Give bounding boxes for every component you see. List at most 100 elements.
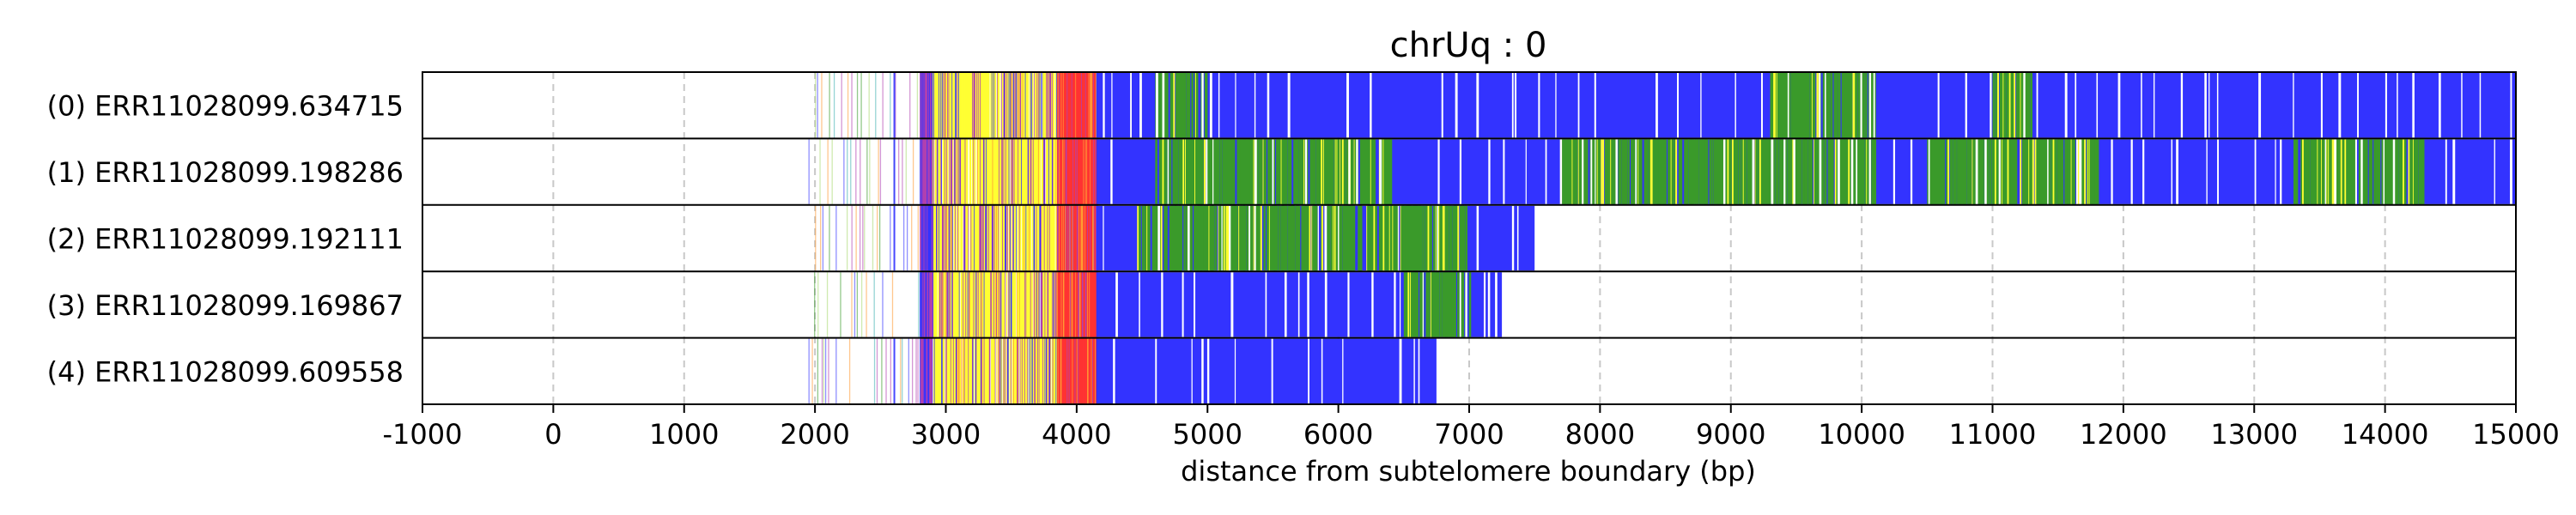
read-bar: [2319, 139, 2322, 204]
read-bar: [2366, 139, 2368, 204]
read-bar: [1176, 73, 1178, 138]
read-bar: [1432, 205, 1436, 271]
read-bar: [1846, 139, 1850, 204]
read-bar: [1814, 139, 1818, 204]
read-bar: [1686, 139, 1689, 204]
read-bar: [1307, 272, 1309, 337]
read-bar: [821, 73, 823, 138]
read-bar: [1209, 73, 1212, 138]
read-bar: [1656, 73, 1658, 138]
read-bar: [1184, 73, 1187, 138]
read-bar: [1162, 73, 1165, 138]
read-bar: [1994, 139, 1996, 204]
read-bar: [2004, 139, 2008, 204]
read-bar: [1197, 205, 1200, 271]
read-bar: [2016, 73, 2020, 138]
read-bar: [1206, 139, 1208, 204]
read-bar: [1793, 139, 1795, 204]
read-bar: [1205, 73, 1208, 138]
read-bar: [2354, 139, 2357, 204]
read-bar: [1931, 139, 1935, 204]
read-bar: [1395, 205, 1399, 271]
read-bar: [1462, 205, 1466, 271]
read-bar: [1413, 338, 1415, 403]
read-bar: [2258, 73, 2262, 138]
read-bar: [1148, 205, 1151, 271]
read-bar: [1649, 139, 1652, 204]
read-bar: [1373, 139, 1376, 204]
x-tick-label: 6000: [1303, 418, 1373, 451]
read-bar: [866, 139, 868, 204]
read-bar: [1810, 139, 1813, 204]
read-bar: [1273, 139, 1276, 204]
read-bar: [1425, 205, 1429, 271]
read-bar: [1785, 139, 1788, 204]
read-bar: [1680, 139, 1683, 204]
read-bar: [1583, 139, 1585, 204]
read-bar: [1212, 139, 1215, 204]
read-bar: [851, 205, 853, 271]
read-bar: [1361, 139, 1364, 204]
read-bar: [1848, 73, 1851, 138]
read-bar: [1285, 139, 1288, 204]
read-bar: [840, 272, 841, 337]
read-bar: [1804, 73, 1807, 138]
read-bar: [1222, 139, 1225, 204]
read-bar: [2461, 73, 2463, 138]
read-bar: [1856, 139, 1859, 204]
read-bar: [1335, 205, 1339, 271]
read-bar: [1321, 338, 1323, 403]
read-bar: [1240, 205, 1243, 271]
read-bar: [1760, 73, 1763, 138]
read-bar: [1416, 205, 1419, 271]
read-bar: [860, 73, 862, 138]
read-bar: [1677, 73, 1680, 138]
x-tick-label: 7000: [1434, 418, 1504, 451]
read-bar: [1195, 73, 1199, 138]
read-bar: [1234, 338, 1236, 403]
x-tick-label: 9000: [1696, 418, 1765, 451]
read-bar: [1461, 205, 1464, 271]
read-bar: [1130, 73, 1133, 138]
read-bar: [846, 205, 848, 271]
read-bar: [1795, 73, 1799, 138]
read-bar: [2010, 73, 2014, 138]
read-bar: [1188, 73, 1191, 138]
read-bar: [875, 73, 877, 138]
read-bar: [1254, 139, 1257, 204]
read-bar: [1358, 205, 1360, 271]
read-bar: [2304, 139, 2307, 204]
read-bar: [1276, 139, 1279, 204]
read-bar: [872, 205, 874, 271]
read-bar: [1770, 73, 1773, 138]
read-bar: [819, 205, 822, 271]
read-bar: [1194, 139, 1198, 204]
read-bar: [1459, 272, 1461, 337]
read-bar: [1167, 139, 1170, 204]
read-bar: [1157, 205, 1160, 271]
read-bar: [1585, 139, 1589, 204]
read-bar: [1975, 139, 1978, 204]
read-bar: [1525, 139, 1527, 204]
read-bar: [1348, 139, 1351, 204]
read-bar: [1254, 205, 1256, 271]
read-bar: [2353, 139, 2356, 204]
read-bar: [2002, 139, 2005, 204]
read-bar: [1862, 139, 1865, 204]
read-bar: [1158, 139, 1162, 204]
read-bar: [1187, 139, 1190, 204]
x-tick-label: 15000: [2472, 418, 2560, 451]
read-bar: [1615, 139, 1618, 204]
read-bar: [2421, 139, 2425, 204]
read-bar: [2030, 73, 2032, 138]
read-bar: [2324, 139, 2326, 204]
read-bar: [1223, 205, 1225, 271]
read-bar: [1406, 272, 1409, 337]
read-bar: [1284, 272, 1287, 337]
read-bar: [1582, 139, 1584, 204]
read-bar: [1110, 139, 1113, 204]
read-bar: [1645, 139, 1648, 204]
read-bar: [2216, 73, 2219, 138]
read-bar: [808, 139, 810, 204]
read-bar: [1437, 205, 1440, 271]
